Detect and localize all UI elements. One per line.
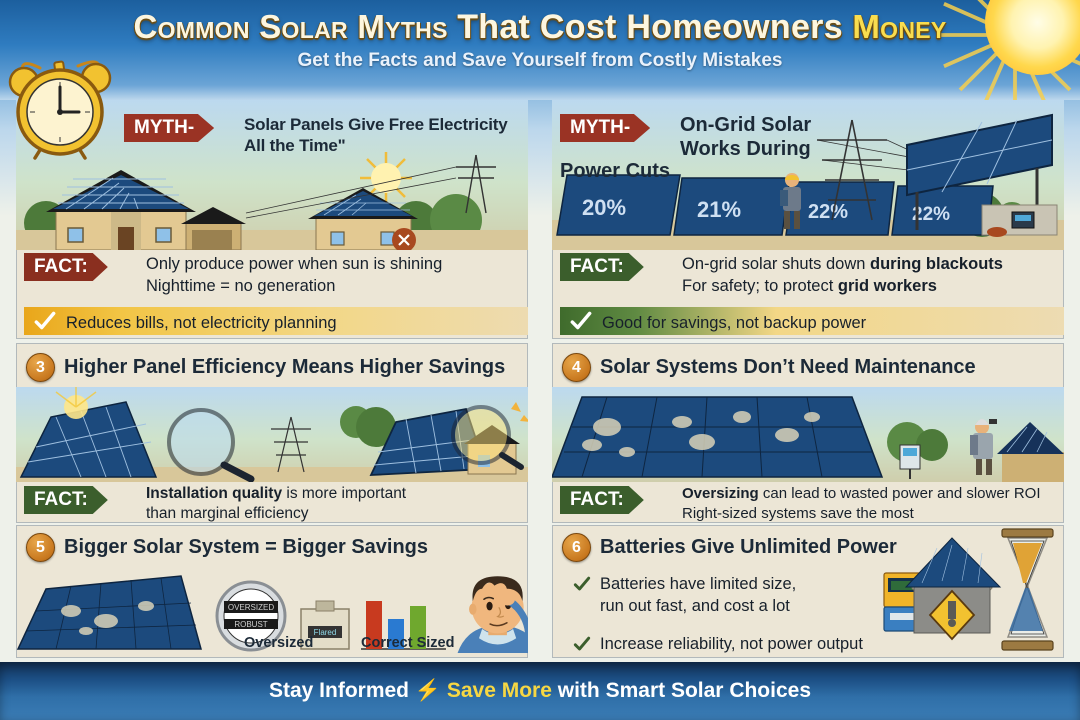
svg-text:22%: 22% <box>808 201 848 223</box>
svg-text:20%: 20% <box>582 195 626 220</box>
svg-text:21%: 21% <box>697 197 741 222</box>
svg-text:OVERSIZED: OVERSIZED <box>228 603 274 612</box>
svg-text:Flared: Flared <box>314 628 337 637</box>
svg-text:ROBUST: ROBUST <box>234 620 267 629</box>
